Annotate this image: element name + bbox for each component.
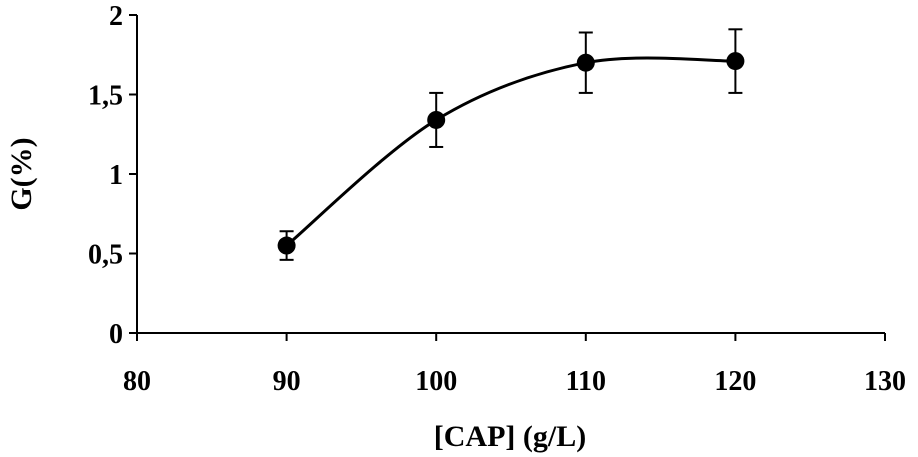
plot-area	[136, 15, 885, 334]
data-point	[427, 110, 446, 129]
y-axis-title: G(%)	[5, 137, 38, 210]
x-tick-label: 100	[415, 366, 457, 397]
x-axis-ticks: 80 90 100 110 120 130	[123, 333, 906, 397]
y-tick-label: 1,5	[88, 81, 123, 112]
error-bars	[279, 28, 743, 261]
y-tick-label: 0	[109, 319, 123, 350]
data-point	[726, 52, 745, 71]
y-axis-ticks: 0 0,5 1 1,5 2	[88, 1, 137, 350]
y-tick-label: 0,5	[88, 240, 123, 271]
y-tick-label: 1	[109, 160, 123, 191]
data-point	[576, 53, 595, 72]
x-tick-label: 80	[123, 366, 151, 397]
x-tick-label: 90	[273, 366, 301, 397]
x-tick-label: 120	[714, 366, 756, 397]
data-point	[277, 236, 296, 255]
x-tick-label: 110	[566, 366, 606, 397]
data-points	[277, 52, 745, 255]
smoothed-series-line	[285, 56, 736, 247]
y-tick-label: 2	[109, 1, 123, 32]
x-tick-label: 130	[864, 366, 906, 397]
x-axis-title: [CAP] (g/L)	[434, 420, 586, 453]
